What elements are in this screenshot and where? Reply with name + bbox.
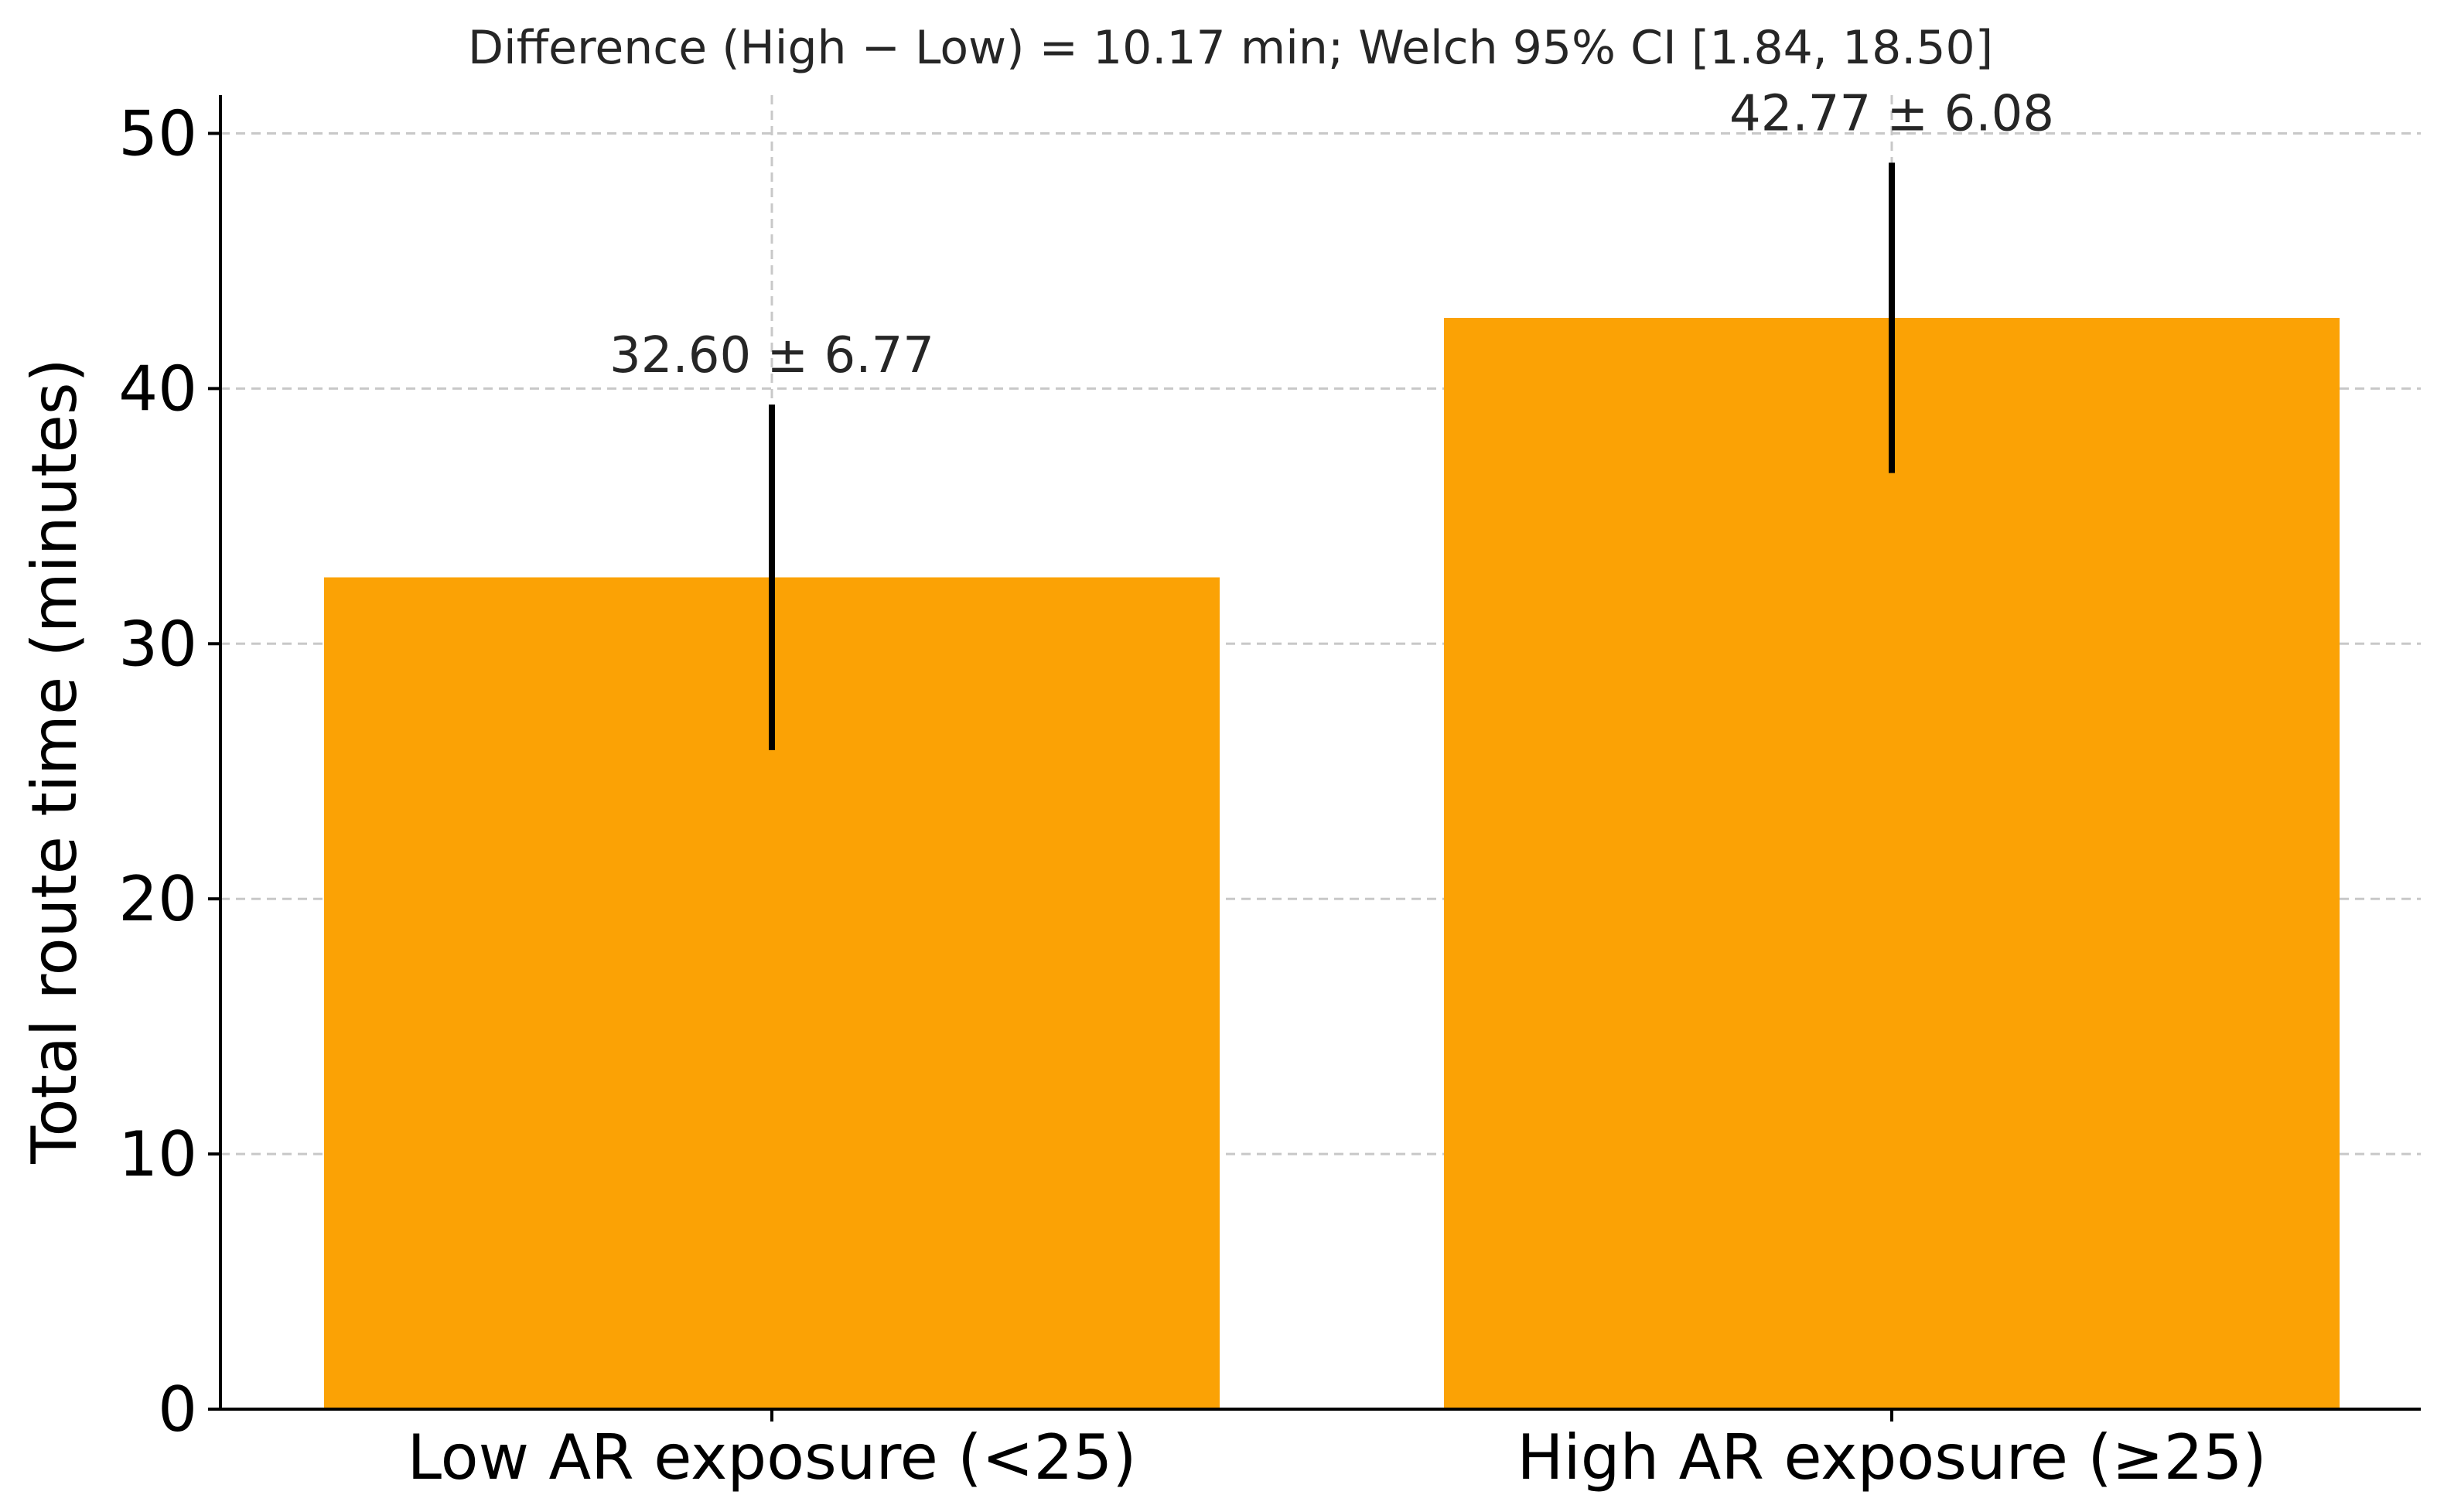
x-ticks: Low AR exposure (<25) High AR exposure (≥… — [407, 1409, 2267, 1493]
y-tick-label: 30 — [118, 608, 197, 680]
data-label: 42.77 ± 6.08 — [1729, 85, 2054, 142]
axes — [219, 95, 2421, 1411]
bars — [324, 318, 2340, 1409]
y-tick-label: 40 — [118, 353, 197, 425]
data-label: 32.60 ± 6.77 — [609, 327, 934, 384]
y-axis-label: Total route time (minutes) — [19, 358, 90, 1164]
chart-title: Difference (High − Low) = 10.17 min; Wel… — [468, 21, 1993, 75]
y-tick-label: 20 — [118, 863, 197, 935]
x-tick-label: Low AR exposure (<25) — [407, 1422, 1136, 1493]
x-tick-label: High AR exposure (≥25) — [1517, 1422, 2266, 1493]
data-labels: 32.60 ± 6.77 42.77 ± 6.08 — [609, 85, 2054, 384]
y-tick-label: 10 — [118, 1118, 197, 1190]
y-tick-label: 0 — [158, 1374, 197, 1445]
y-ticks: 0 10 20 30 40 50 — [118, 97, 220, 1445]
bar — [1444, 318, 2340, 1409]
error-bars — [769, 162, 1895, 750]
y-tick-label: 50 — [118, 97, 197, 169]
